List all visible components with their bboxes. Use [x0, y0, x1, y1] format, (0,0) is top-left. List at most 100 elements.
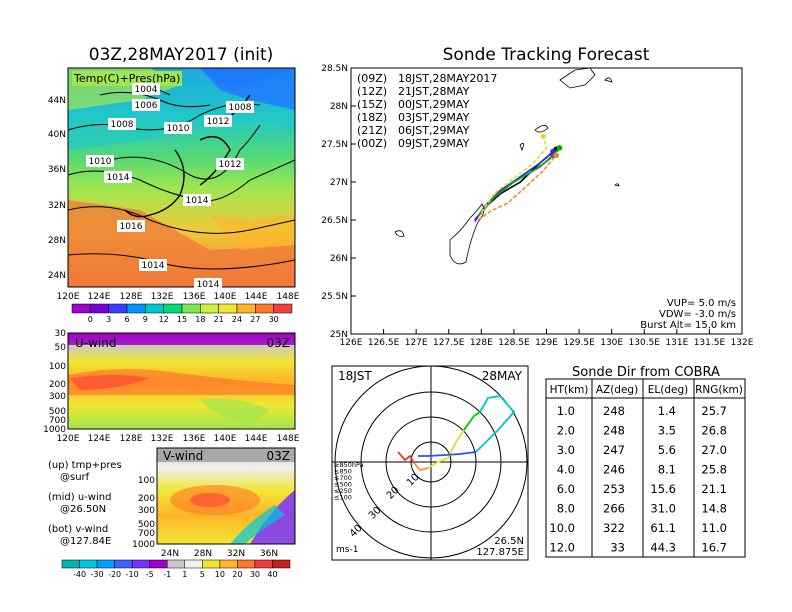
wind-color-cell	[79, 559, 98, 569]
cobra-cell: 26.8	[701, 424, 727, 438]
hodograph-segment	[418, 451, 477, 457]
wind-scale-label: 30	[250, 570, 260, 579]
uwind-pressure-tick: 1000	[43, 425, 66, 435]
map-lat-ticks: 44N 40N 36N 32N 28N 24N	[48, 96, 66, 281]
left-legend-text: (up) tmp+pres@surf (mid) u-wind@26.50N (bo…	[48, 460, 122, 547]
cobra-cell: 27.0	[701, 443, 727, 457]
map-lon-tick: 136E	[183, 292, 206, 302]
temp-scale-label: 6	[124, 315, 129, 324]
polar-level-label: ≤100	[334, 494, 352, 502]
uwind-time: 03Z	[267, 336, 291, 350]
cobra-title: Sonde Dir from COBRA	[572, 365, 720, 380]
cobra-header: EL(deg)	[648, 384, 688, 396]
vwind-pressure-tick: 300	[138, 506, 155, 516]
cobra-cell: 44.3	[650, 541, 676, 555]
vwind-panel	[157, 448, 295, 544]
cobra-cell: 248	[603, 424, 625, 438]
cobra-cell: 322	[603, 521, 625, 535]
uwind-lon-tick: 144E	[245, 434, 268, 444]
wind-color-cell	[149, 559, 168, 569]
vwind-pressure-tick: 100	[138, 476, 155, 486]
polar-level-label: ≤250	[334, 487, 352, 495]
sonde-track-end	[540, 133, 547, 140]
wind-color-cell	[272, 559, 291, 569]
hodograph-segment	[413, 462, 429, 472]
temp-color-cell	[181, 303, 201, 314]
tracking-lon-tick: 127.5E	[433, 338, 465, 348]
wind-color-cell	[237, 559, 256, 569]
uwind-label: U-wind	[75, 336, 116, 350]
isobar-label: 1014	[197, 280, 220, 290]
wind-color-cell	[114, 559, 133, 569]
vwind-pressure-tick: 700	[138, 529, 155, 539]
sonde-track-end	[556, 145, 563, 151]
cobra-table-frame	[545, 378, 746, 558]
cobra-cell: 25.8	[701, 463, 727, 477]
hodograph-segment	[463, 411, 481, 431]
tracking-lat-tick: 27.5N	[321, 140, 348, 150]
tracking-lat-tick: 25N	[330, 330, 348, 340]
tracking-legend-code: (15Z)	[357, 98, 387, 111]
hodograph-segment	[397, 451, 415, 464]
vwind-lat-tick: 36N	[260, 549, 278, 559]
vwind-pressure-tick: 500	[138, 520, 155, 530]
vwind-lat-tick: 28N	[194, 549, 212, 559]
tracking-legend-code: (21Z)	[357, 124, 387, 137]
polar-lon: 127.875E	[476, 547, 524, 558]
wind-scale-label: -20	[108, 570, 121, 579]
polar-rings	[332, 365, 528, 560]
wind-scale-label: -10	[126, 570, 139, 579]
vwind-lat-tick: 32N	[227, 549, 245, 559]
cobra-cell: 1.0	[557, 404, 575, 418]
cobra-cell: 11.0	[701, 521, 727, 535]
temp-scale-label: 24	[232, 315, 242, 324]
map-label: Temp(C)+Pres(hPa)	[73, 72, 180, 85]
tracking-legend-time: 03JST,29MAY	[398, 111, 470, 124]
isobar-label: 1008	[229, 103, 252, 113]
map-lat-tick: 36N	[48, 165, 66, 175]
uwind-lon-tick: 132E	[151, 434, 174, 444]
vwind-pressure-tick: 200	[138, 494, 155, 504]
tracking-lat-tick: 27N	[330, 178, 348, 188]
temp-color-cell	[273, 303, 293, 314]
temp-scale-label: 30	[269, 315, 279, 324]
map-lon-tick: 124E	[88, 292, 111, 302]
tracking-lat-tick: 26.5N	[321, 216, 348, 226]
polar-frame	[331, 365, 529, 561]
isobar-label: 1014	[107, 173, 130, 183]
map-lon-tick: 120E	[57, 292, 80, 302]
cobra-header: HT(km)	[550, 384, 589, 396]
tracking-lat-tick: 26N	[330, 254, 348, 264]
map-lon-tick: 140E	[214, 292, 237, 302]
cobra-cell: 5.6	[658, 443, 676, 457]
isobar-label-bg	[183, 194, 211, 206]
cobra-cell: 247	[603, 443, 625, 457]
left-title: 03Z,28MAY2017 (init)	[89, 45, 274, 65]
uwind-lon-tick: 120E	[57, 434, 80, 444]
isobar-label-bg	[132, 83, 160, 95]
temp-color-cell	[255, 303, 274, 314]
tracking-lon-tick: 128E	[470, 338, 493, 348]
tracking-lon-tick: 126.5E	[368, 338, 400, 348]
temp-scale-label: 18	[195, 315, 205, 324]
cobra-rows: 1.0 248 1.4 25.7 2.0 248 3.5 26.8 3.0 247 5.6 27.0 4…	[549, 404, 727, 555]
map-lon-tick: 144E	[245, 292, 268, 302]
vwind-time: 03Z	[267, 449, 291, 463]
cobra-cell: 266	[603, 502, 625, 516]
sonde-track-line	[477, 147, 561, 217]
left-legend-line: @surf	[60, 472, 90, 483]
tracking-lon-tick: 129E	[535, 338, 558, 348]
tracking-lon-ticks: 126E 126.5E 127E 127.5E 128E 128.5E 129E 129.5E…	[340, 329, 754, 348]
wind-color-cell	[61, 559, 80, 569]
temp-color-cell	[218, 303, 238, 314]
temp-scale-label: 21	[214, 315, 224, 324]
temp-color-cell	[90, 303, 109, 314]
temp-color-cell	[108, 303, 128, 314]
wind-scale-label: -1	[163, 570, 171, 579]
map-lat-tick: 44N	[48, 96, 66, 106]
temp-color-cell	[71, 303, 91, 314]
wind-color-cell	[166, 559, 186, 569]
left-legend-line: (mid) u-wind	[48, 492, 111, 503]
uwind-lon-ticks: 120E 124E 128E 132E 136E 140E 144E 148E	[57, 434, 300, 444]
uwind-lon-tick: 148E	[277, 434, 300, 444]
